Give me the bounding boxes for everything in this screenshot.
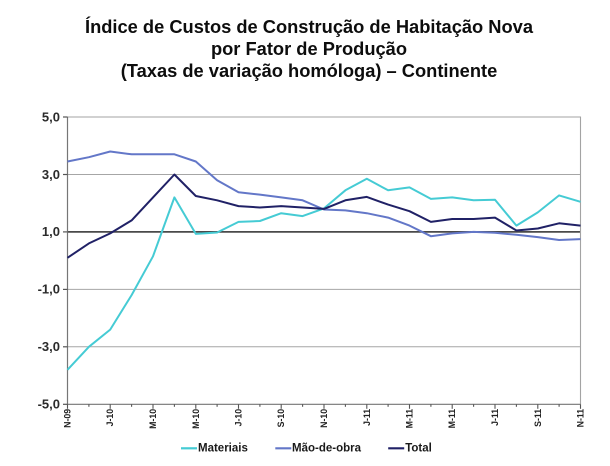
svg-text:M-10: M-10 [148,409,158,429]
svg-text:N-09: N-09 [63,409,73,428]
svg-text:-5,0: -5,0 [38,397,60,412]
svg-text:N-10: N-10 [319,409,329,428]
svg-text:J-10: J-10 [105,409,115,427]
svg-text:1,0: 1,0 [42,224,60,239]
svg-text:M-10: M-10 [191,409,201,429]
svg-text:Materiais: Materiais [198,442,248,454]
svg-text:5,0: 5,0 [42,109,60,124]
svg-text:M-11: M-11 [447,409,457,429]
svg-text:N-11: N-11 [576,409,586,428]
svg-text:J-11: J-11 [362,409,372,426]
svg-text:3,0: 3,0 [42,167,60,182]
svg-text:J-11: J-11 [490,409,500,426]
svg-text:S-10: S-10 [276,409,286,428]
svg-text:J-10: J-10 [234,409,244,427]
svg-text:Mão-de-obra: Mão-de-obra [292,442,362,454]
svg-text:M-11: M-11 [405,409,415,429]
svg-text:-3,0: -3,0 [38,339,60,354]
svg-text:S-11: S-11 [533,409,543,427]
svg-text:Total: Total [405,442,432,454]
svg-text:-1,0: -1,0 [38,282,60,297]
